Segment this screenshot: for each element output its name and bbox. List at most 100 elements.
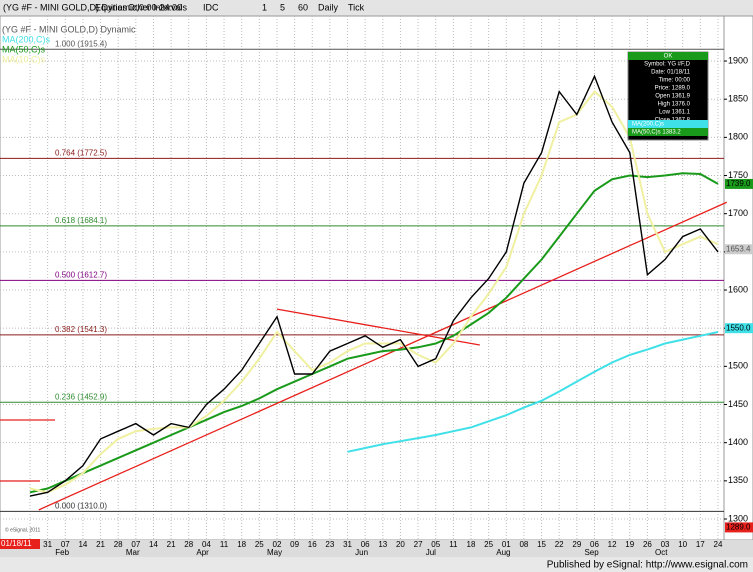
toolbar-item[interactable]: 60 [298,2,308,12]
x-tick-label: 22 [555,540,564,549]
price-tag [725,244,753,255]
price-tag-label: 1289.0 [726,523,751,532]
x-tick-label: 13 [378,540,387,549]
y-tick-label: 1750 [728,170,748,180]
x-tick-label: 31 [43,540,52,549]
toolbar-item[interactable]: IDC [203,2,219,12]
plot-area [0,15,725,541]
price-tag [725,522,753,533]
month-label: May [267,548,282,557]
x-axis [0,540,753,557]
toolbar-item[interactable]: Tick [348,2,365,12]
price-tag-label: 1653.4 [726,244,751,253]
price-tag [725,323,753,334]
x-tick-label: 14 [149,540,158,549]
x-tick-label: 12 [608,540,617,549]
y-tick-label: 1400 [728,437,748,447]
info-header-text: OK [664,54,673,60]
toolbar-item[interactable]: Equities [95,2,128,12]
x-tick-label: 19 [625,540,634,549]
info-header [628,52,708,60]
info-row: Date: 01/18/11 [651,70,691,76]
x-tick-label: 28 [184,540,193,549]
x-tick-label: 26 [643,540,652,549]
x-tick-label: 09 [290,540,299,549]
info-row: Open 1361.9 [655,94,690,100]
footer-bar [0,557,753,572]
toolbar [0,0,753,16]
copyright: © eSignal, 2011 [5,526,41,533]
x-tick-label: 02 [273,540,282,549]
price-tag-label: 1550.0 [726,323,751,332]
info-row: Time: 00:00 [659,78,691,84]
price-tag-label: 1739.0 [726,179,751,188]
footer: Published by eSignal: http://www.esignal… [547,560,748,571]
x-tick-label: 15 [537,540,546,549]
x-tick-label: 21 [167,540,176,549]
fib-label: 1.000 (1915.4) [55,39,107,48]
info-row: Symbol: YG #F,D [644,62,691,68]
month-label: Sep [584,548,599,557]
legend-entry: MA(50,C)s [2,44,46,54]
info-row: High 1376.0 [658,102,691,108]
y-tick-label: 1500 [728,361,748,371]
x-tick-label: 25 [255,540,264,549]
legend-entry: MA(200,C)s [2,34,51,44]
price-tag [725,178,753,189]
month-label: Oct [655,548,668,557]
month-label: Apr [196,548,209,557]
toolbar-item[interactable]: Other Intervals [128,2,188,12]
y-tick-label: 1900 [728,55,748,65]
info-ma50: MA(50,C)s 1383.2 [632,130,681,136]
month-label: Feb [55,548,69,557]
y-tick-label: 1800 [728,132,748,142]
cursor-date-box [0,539,40,549]
x-tick-label: 11 [220,540,229,549]
legend-title: (YG #F - MINI GOLD,D) Dynamic [2,24,136,34]
toolbar-symbol[interactable]: (YG #F - MINI GOLD,D) Dynamic,0:00-24:00 [3,2,182,12]
x-tick-label: 24 [714,540,723,549]
x-tick-label: 08 [519,540,528,549]
y-tick-label: 1450 [728,399,748,409]
x-tick-label: 07 [61,540,70,549]
x-tick-label: 06 [590,540,599,549]
y-axis [723,15,753,541]
fib-label: 0.236 (1452.9) [55,392,107,401]
x-tick-label: 28 [114,540,123,549]
series-line [29,172,719,494]
info-ma200: MA(200,C)s [632,122,664,128]
month-label: Jul [426,548,436,557]
series-line [29,74,719,497]
month-label: Aug [496,548,510,557]
y-tick-label: 1350 [728,475,748,485]
x-tick-label: 03 [661,540,670,549]
x-tick-label: 20 [396,540,405,549]
x-tick-label: 31 [343,540,352,549]
toolbar-item[interactable]: Daily [318,2,339,12]
x-tick-label: 05 [431,540,440,549]
info-row: Price: 1289.0 [655,86,691,92]
fib-label: 0.382 (1541.3) [55,325,107,334]
y-tick-label: 1700 [728,208,748,218]
x-tick-label: 29 [572,540,581,549]
toolbar-item[interactable]: 5 [280,2,285,12]
legend-entry: MA(10,C)s [2,54,46,64]
x-tick-label: 17 [696,540,705,549]
x-tick-label: 06 [361,540,370,549]
x-tick-label: 16 [308,540,317,549]
y-tick-label: 1600 [728,284,748,294]
x-tick-label: 18 [467,540,476,549]
toolbar-item[interactable]: 1 [262,2,267,12]
info-ma50-bg [628,128,708,136]
x-tick-label: 10 [678,540,687,549]
x-tick-label: 27 [414,540,423,549]
x-tick-label: 23 [325,540,334,549]
x-tick-label: 07 [131,540,140,549]
x-tick-label: 25 [484,540,493,549]
info-row: Low 1361.1 [659,110,691,116]
y-tick-label: 1300 [728,513,748,523]
cursor-date: 01/18/11 [1,539,32,548]
month-label: Jun [355,548,368,557]
x-tick-label: 18 [237,540,246,549]
